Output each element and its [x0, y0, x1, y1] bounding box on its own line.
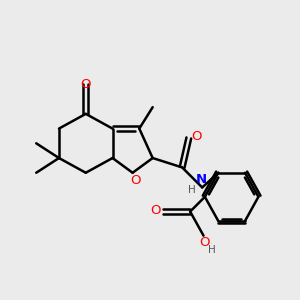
Text: H: H [208, 244, 215, 255]
Text: O: O [80, 78, 91, 91]
Text: O: O [200, 236, 210, 249]
Text: H: H [188, 185, 196, 195]
Text: O: O [151, 204, 161, 217]
Text: O: O [191, 130, 202, 143]
Text: N: N [195, 173, 206, 187]
Text: O: O [130, 174, 140, 187]
